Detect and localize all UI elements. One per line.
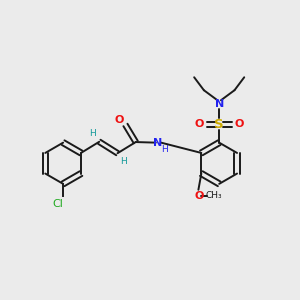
Text: S: S — [214, 118, 224, 131]
Text: H: H — [121, 157, 128, 166]
Text: H: H — [89, 129, 96, 138]
Text: CH₃: CH₃ — [206, 191, 222, 200]
Text: O: O — [235, 119, 244, 129]
Text: O: O — [114, 115, 124, 125]
Text: H: H — [160, 145, 167, 154]
Text: O: O — [194, 190, 204, 201]
Text: N: N — [214, 99, 224, 110]
Text: N: N — [153, 138, 162, 148]
Text: O: O — [194, 119, 204, 129]
Text: Cl: Cl — [52, 199, 63, 208]
